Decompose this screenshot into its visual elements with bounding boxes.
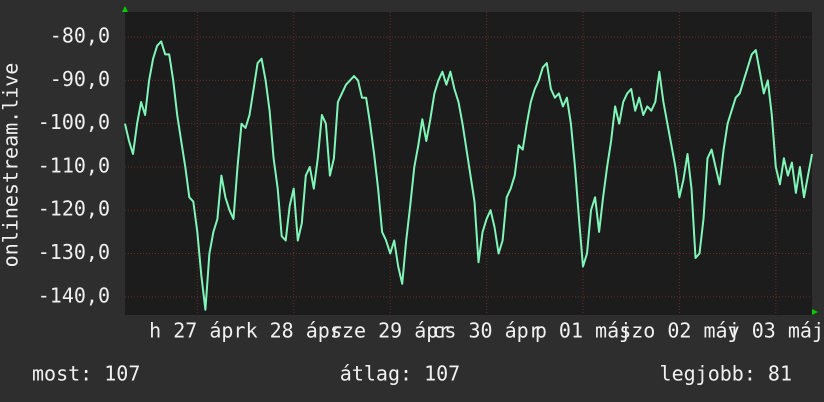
axis-arrow	[122, 6, 128, 12]
stat: legjobb: 81	[660, 362, 792, 386]
axis-arrow	[812, 309, 818, 315]
x-tick-label: sze 29 ápr	[330, 319, 450, 343]
data-line	[124, 40, 813, 311]
stat: most: 107	[32, 362, 140, 386]
y-tick-label: -130,0	[38, 240, 110, 264]
y-axis-label: onlinestream.live	[0, 63, 23, 268]
x-tick-label: p 01 máj	[535, 319, 631, 343]
x-tick-label: k 28 ápr	[246, 319, 342, 343]
x-tick-label: h 27 ápr	[149, 319, 245, 343]
x-tick-label: szo 02 máj	[619, 319, 739, 343]
x-tick-label: v 03 máj	[728, 319, 824, 343]
y-tick-label: -140,0	[38, 283, 110, 307]
y-tick-label: -120,0	[38, 197, 110, 221]
y-tick-label: -80,0	[50, 24, 110, 48]
y-tick-label: -100,0	[38, 110, 110, 134]
x-tick-label: cs 30 ápr	[432, 319, 540, 343]
y-tick-label: -110,0	[38, 153, 110, 177]
y-tick-label: -90,0	[50, 67, 110, 91]
stat: átlag: 107	[340, 362, 460, 386]
